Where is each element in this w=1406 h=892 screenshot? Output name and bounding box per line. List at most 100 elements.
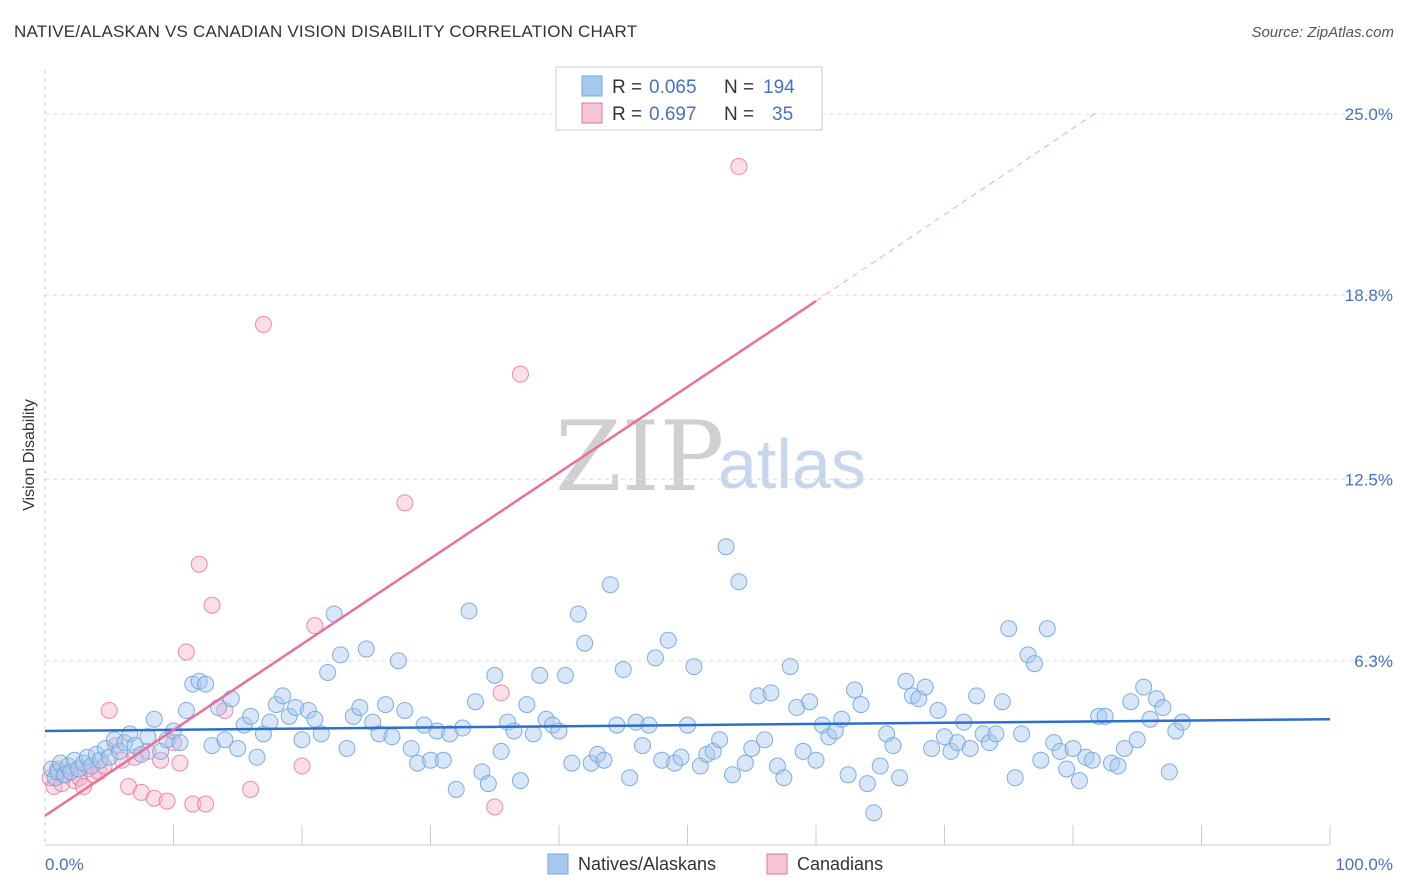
- natives-point: [614, 661, 632, 679]
- natives-point: [781, 658, 799, 676]
- natives-point: [923, 739, 941, 757]
- natives-point: [794, 742, 812, 760]
- legend-r-value-1: 0.065: [649, 77, 697, 98]
- natives-point: [1128, 731, 1146, 749]
- canadians-trend-extension: [815, 110, 1099, 302]
- legend-swatch-canadians: [581, 102, 603, 124]
- y-axis-ticks: 6.3% 12.5% 18.8% 25.0%: [1345, 105, 1393, 671]
- natives-point: [96, 739, 114, 757]
- natives-point: [460, 602, 478, 620]
- x-axis: [44, 70, 1331, 846]
- natives-point: [884, 737, 902, 755]
- natives-point: [274, 687, 292, 705]
- natives-point: [1013, 725, 1031, 743]
- canadians-point: [254, 315, 272, 333]
- natives-point: [672, 748, 690, 766]
- natives-point: [1070, 772, 1088, 790]
- canadians-point: [177, 643, 195, 661]
- chart-title: NATIVE/ALASKAN VS CANADIAN VISION DISABI…: [14, 22, 638, 41]
- natives-point: [396, 701, 414, 719]
- natives-point: [332, 646, 350, 664]
- natives-point: [871, 757, 889, 775]
- natives-point: [267, 696, 285, 714]
- natives-point: [126, 737, 144, 755]
- natives-point: [756, 731, 774, 749]
- natives-point: [447, 780, 465, 798]
- natives-point: [601, 576, 619, 594]
- natives-point: [942, 742, 960, 760]
- natives-point: [248, 748, 266, 766]
- natives-point: [1154, 699, 1172, 717]
- natives-point: [111, 742, 129, 760]
- y-tick-label: 6.3%: [1354, 652, 1393, 671]
- canadians-point: [242, 780, 260, 798]
- natives-point: [1135, 678, 1153, 696]
- natives-point: [659, 631, 677, 649]
- natives-point: [1006, 769, 1024, 787]
- natives-point: [299, 701, 317, 719]
- natives-point: [1109, 757, 1127, 775]
- natives-point: [1038, 620, 1056, 638]
- legend-swatch-natives: [581, 75, 603, 97]
- canadians-point: [158, 792, 176, 810]
- natives-point: [1000, 620, 1018, 638]
- natives-point: [242, 707, 260, 725]
- legend-r-value-2: 0.697: [649, 104, 697, 125]
- natives-point: [229, 739, 247, 757]
- natives-point: [891, 769, 909, 787]
- natives-point: [518, 696, 536, 714]
- source-label: Source: ZipAtlas.com: [1251, 24, 1394, 41]
- natives-point: [743, 739, 761, 757]
- natives-point: [434, 751, 452, 769]
- natives-point: [293, 731, 311, 749]
- natives-trend-line: [44, 717, 1331, 733]
- canadians-point: [730, 158, 748, 176]
- y-tick-label: 18.8%: [1345, 286, 1393, 305]
- canadians-point: [511, 365, 529, 383]
- x-tick-min: 0.0%: [45, 855, 84, 874]
- y-axis-label: Vision Disability: [21, 399, 38, 511]
- natives-point: [377, 696, 395, 714]
- natives-point: [858, 775, 876, 793]
- natives-point: [383, 728, 401, 746]
- natives-point: [582, 754, 600, 772]
- natives-point: [505, 722, 523, 740]
- natives-point: [589, 745, 607, 763]
- natives-point: [974, 725, 992, 743]
- natives-point: [422, 751, 439, 769]
- natives-point: [306, 710, 324, 728]
- natives-point: [865, 804, 883, 822]
- canadians-point: [75, 778, 93, 796]
- natives-point: [762, 684, 780, 702]
- natives-point: [402, 739, 420, 757]
- natives-point: [685, 658, 703, 676]
- correlation-legend: R = 0.065 N = 194 R = 0.697 N = 35: [555, 66, 823, 131]
- x-tick-max: 100.0%: [1335, 855, 1393, 874]
- canadians-point: [145, 789, 163, 807]
- canadians-point: [486, 798, 504, 816]
- natives-point: [280, 707, 298, 725]
- natives-point: [1051, 742, 1069, 760]
- bottom-legend-swatch-canadians: [766, 853, 788, 875]
- natives-point: [736, 754, 754, 772]
- natives-point: [576, 634, 594, 652]
- natives-point: [569, 605, 587, 623]
- natives-point: [980, 734, 998, 752]
- natives-point: [749, 687, 767, 705]
- natives-point: [1148, 690, 1166, 708]
- natives-point: [1115, 739, 1133, 757]
- natives-point: [723, 766, 741, 784]
- canadians-point: [203, 596, 221, 614]
- natives-point: [634, 737, 652, 755]
- natives-point: [492, 742, 510, 760]
- natives-point: [916, 678, 934, 696]
- natives-point: [319, 663, 337, 681]
- natives-point: [197, 675, 215, 693]
- y-tick-label: 25.0%: [1345, 105, 1393, 124]
- natives-point: [961, 739, 979, 757]
- natives-point: [409, 754, 427, 772]
- natives-point: [66, 751, 84, 769]
- trend-lines: [44, 110, 1331, 817]
- canadians-point: [190, 555, 208, 573]
